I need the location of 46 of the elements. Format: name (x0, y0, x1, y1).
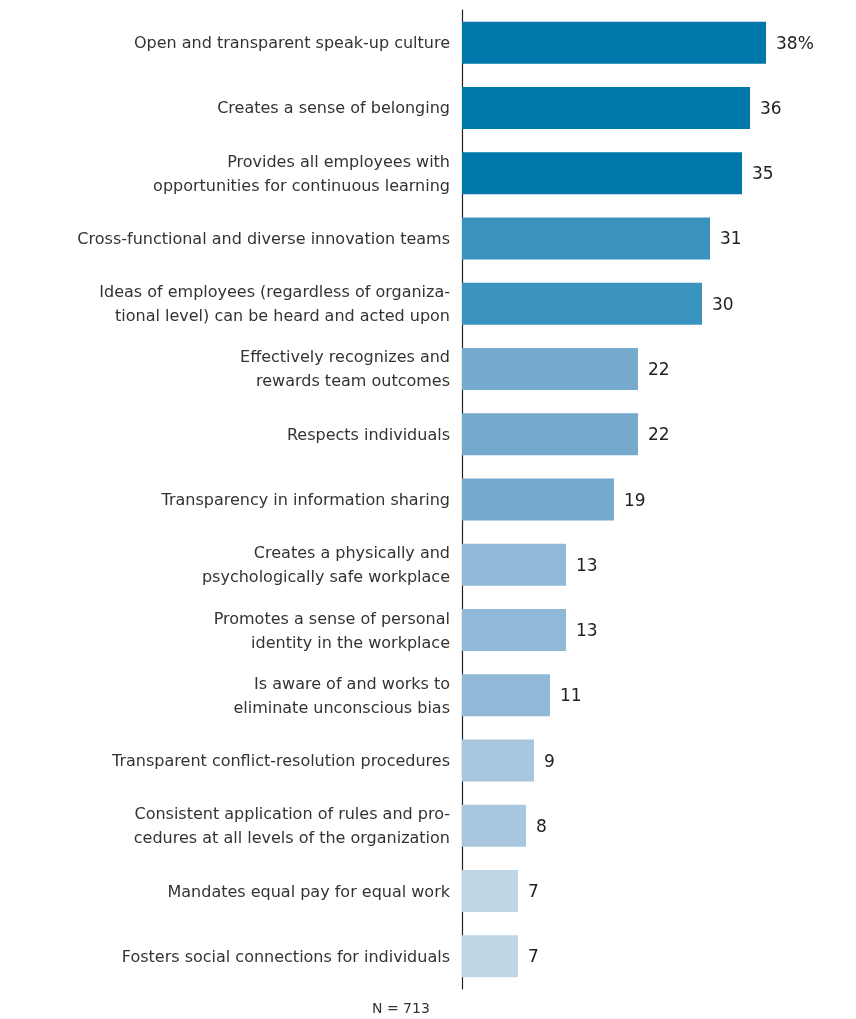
y-tick-label: Creates a physically and psychologically safe workplace (201, 543, 450, 587)
data-label: 30 (712, 293, 734, 314)
data-label: 19 (624, 489, 646, 510)
bar (462, 282, 702, 325)
y-tick-label: Fosters social connections for individuals (121, 946, 450, 966)
data-label: 36 (760, 97, 782, 118)
y-tick-label: Is aware of and works to eliminate unconscious bias (233, 673, 450, 717)
bar (462, 804, 526, 847)
data-label: 22 (648, 358, 670, 379)
bar (462, 152, 742, 195)
bar (462, 739, 534, 782)
bar (462, 543, 566, 586)
bar (462, 609, 566, 652)
data-label: 8 (536, 815, 547, 836)
data-label: 22 (648, 424, 670, 445)
y-tick-label: Cross-functional and diverse innovation teams (77, 228, 450, 248)
data-label: 13 (576, 620, 598, 641)
bar (462, 478, 614, 521)
bar (462, 347, 638, 390)
y-tick-label: Transparent conflict-resolution procedures (111, 751, 450, 771)
data-label: 11 (560, 685, 582, 706)
bar (462, 870, 518, 913)
y-tick-label: Consistent application of rules and pro- cedures at all levels of the organization (133, 804, 450, 848)
data-label: 9 (544, 750, 555, 771)
y-tick-label: Ideas of employees (regardless of organiza- tional level) can be heard and acted upon (99, 282, 450, 326)
bar (462, 674, 550, 717)
data-label: 7 (528, 881, 539, 902)
bar (462, 86, 750, 129)
y-tick-label: Provides all employees with opportunities for continuous learning (153, 151, 450, 195)
bar (462, 21, 766, 64)
data-label: 7 (528, 946, 539, 967)
text: N = 713 (372, 1000, 430, 1016)
bar (462, 935, 518, 978)
data-label: 13 (576, 554, 598, 575)
y-tick-label: Open and transparent speak-up culture (133, 33, 450, 53)
data-label: 38% (776, 32, 814, 53)
bar (462, 217, 710, 260)
bar (462, 413, 638, 456)
data-label: 31 (720, 228, 742, 249)
data-label: 35 (752, 163, 774, 184)
y-tick-label: Respects individuals (286, 424, 450, 444)
y-tick-label: Creates a sense of belonging (217, 98, 450, 118)
y-tick-label: Transparency in information sharing (160, 490, 450, 509)
y-tick-label: Promotes a sense of personal identity in the workplace (213, 608, 450, 652)
y-tick-label: Effectively recognizes and rewards team outcomes (240, 347, 450, 391)
y-tick-label: Mandates equal pay for equal work (167, 881, 451, 901)
